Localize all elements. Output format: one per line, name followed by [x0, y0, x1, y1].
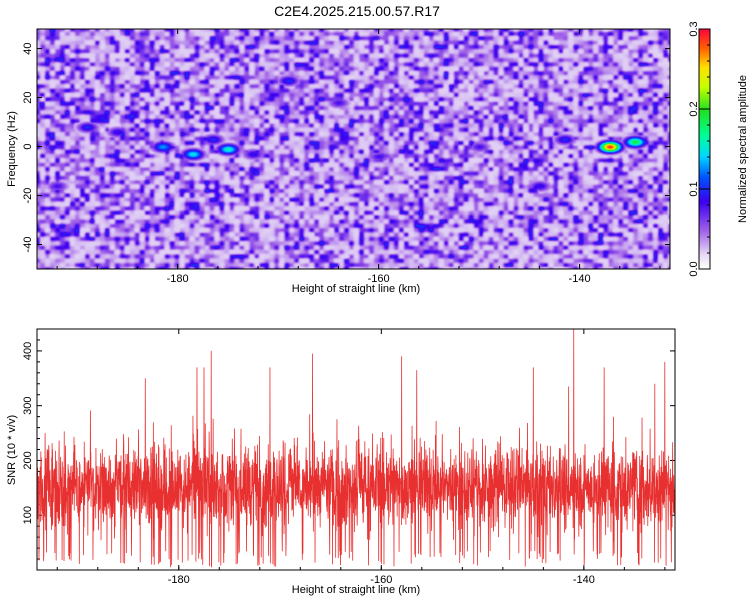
- spectrogram-y-tick-label: 40: [22, 42, 34, 54]
- spectrogram-frame: [36, 28, 671, 270]
- spectrogram-x-tick-label: -180: [167, 273, 189, 285]
- snr-panel: -180 -160 -140 100 200 300 400 Height of strai…: [6, 328, 676, 596]
- snr-series-line: [36, 328, 676, 568]
- snr-y-tick-label: 300: [22, 397, 34, 415]
- snr-y-axis-label: SNR (10 * v/v): [6, 415, 18, 485]
- spectrogram-x-tick-label: -160: [368, 273, 390, 285]
- colorbar-tick-label: 0.1: [688, 181, 700, 196]
- snr-y-tick-label: 200: [22, 451, 34, 469]
- snr-ticks: -180 -160 -140 100 200 300 400: [22, 328, 675, 586]
- spectrogram-y-axis-label: Frequency (Hz): [6, 111, 18, 187]
- colorbar-tick-label: 0.2: [688, 101, 700, 116]
- spectrogram-panel: -180 -160 -140 -40 -20 0 20 40 Height of straig…: [6, 28, 671, 295]
- snr-x-tick-label: -160: [370, 574, 392, 586]
- colorbar-label: Normalized spectral amplitude: [737, 75, 749, 223]
- spectrogram-y-tick-label: 20: [22, 91, 34, 103]
- spectrogram-x-axis-label: Height of straight line (km): [292, 283, 420, 295]
- snr-x-axis-label: Height of straight line (km): [292, 584, 420, 596]
- snr-y-tick-label: 400: [22, 342, 34, 360]
- snr-x-tick-label: -180: [168, 574, 190, 586]
- spectrogram-x-tick-label: -140: [569, 273, 591, 285]
- colorbar-tick-label: 0.0: [688, 261, 700, 276]
- colorbar-ticks: 0.0 0.1 0.2 0.3: [688, 21, 710, 277]
- spectrogram-image: [37, 29, 670, 269]
- snr-frame: [36, 328, 676, 571]
- spectrogram-ticks: -180 -160 -140 -40 -20 0 20 40: [22, 29, 670, 285]
- chart-title: C2E4.2025.215.00.57.R17: [274, 3, 440, 19]
- spectrogram-y-tick-label: -20: [22, 188, 34, 204]
- colorbar-gradient: [698, 28, 711, 270]
- snr-x-tick-label: -140: [573, 574, 595, 586]
- colorbar-tick-label: 0.3: [688, 21, 700, 36]
- spectrogram-y-tick-label: 0: [22, 143, 34, 149]
- colorbar: 0.0 0.1 0.2 0.3 Normalized spectral amplitu…: [688, 21, 749, 276]
- snr-y-tick-label: 100: [22, 506, 34, 524]
- spectrogram-y-tick-label: -40: [22, 237, 34, 253]
